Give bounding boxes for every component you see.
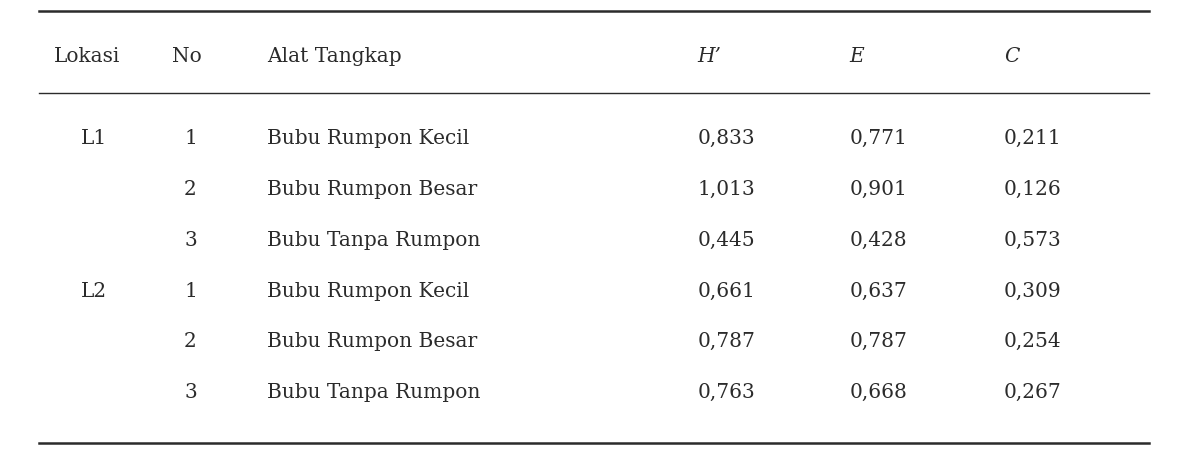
Text: Bubu Rumpon Besar: Bubu Rumpon Besar xyxy=(267,180,478,199)
Text: 0,126: 0,126 xyxy=(1004,180,1062,199)
Text: 3: 3 xyxy=(184,231,197,250)
Text: Bubu Rumpon Kecil: Bubu Rumpon Kecil xyxy=(267,281,469,301)
Text: 0,787: 0,787 xyxy=(849,332,908,351)
Text: No: No xyxy=(172,47,202,66)
Text: 0,309: 0,309 xyxy=(1004,281,1062,301)
Text: 0,211: 0,211 xyxy=(1004,129,1062,148)
Text: 0,901: 0,901 xyxy=(849,180,908,199)
Text: 0,763: 0,763 xyxy=(697,383,756,402)
Text: Bubu Rumpon Kecil: Bubu Rumpon Kecil xyxy=(267,129,469,148)
Text: 2: 2 xyxy=(184,332,197,351)
Text: 0,267: 0,267 xyxy=(1004,383,1062,402)
Text: Bubu Tanpa Rumpon: Bubu Tanpa Rumpon xyxy=(267,383,481,402)
Text: 0,668: 0,668 xyxy=(849,383,908,402)
Text: 0,637: 0,637 xyxy=(849,281,908,301)
Text: 2: 2 xyxy=(184,180,197,199)
Text: 0,428: 0,428 xyxy=(849,231,908,250)
Text: C: C xyxy=(1004,47,1019,66)
Text: 0,661: 0,661 xyxy=(697,281,756,301)
Text: 0,771: 0,771 xyxy=(849,129,908,148)
Text: Alat Tangkap: Alat Tangkap xyxy=(267,47,402,66)
Text: 1: 1 xyxy=(184,281,197,301)
Text: L2: L2 xyxy=(81,281,107,301)
Text: 3: 3 xyxy=(184,383,197,402)
Text: H’: H’ xyxy=(697,47,721,66)
Text: Lokasi: Lokasi xyxy=(53,47,120,66)
Text: 0,573: 0,573 xyxy=(1004,231,1062,250)
Text: 0,445: 0,445 xyxy=(697,231,756,250)
Text: Bubu Rumpon Besar: Bubu Rumpon Besar xyxy=(267,332,478,351)
Text: 0,787: 0,787 xyxy=(697,332,756,351)
Text: 0,833: 0,833 xyxy=(697,129,756,148)
Text: 1: 1 xyxy=(184,129,197,148)
Text: 0,254: 0,254 xyxy=(1004,332,1062,351)
Text: Bubu Tanpa Rumpon: Bubu Tanpa Rumpon xyxy=(267,231,481,250)
Text: E: E xyxy=(849,47,864,66)
Text: L1: L1 xyxy=(81,129,107,148)
Text: 1,013: 1,013 xyxy=(697,180,756,199)
